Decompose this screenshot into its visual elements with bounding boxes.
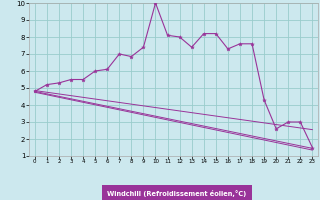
Text: Windchill (Refroidissement éolien,°C): Windchill (Refroidissement éolien,°C): [107, 190, 246, 197]
